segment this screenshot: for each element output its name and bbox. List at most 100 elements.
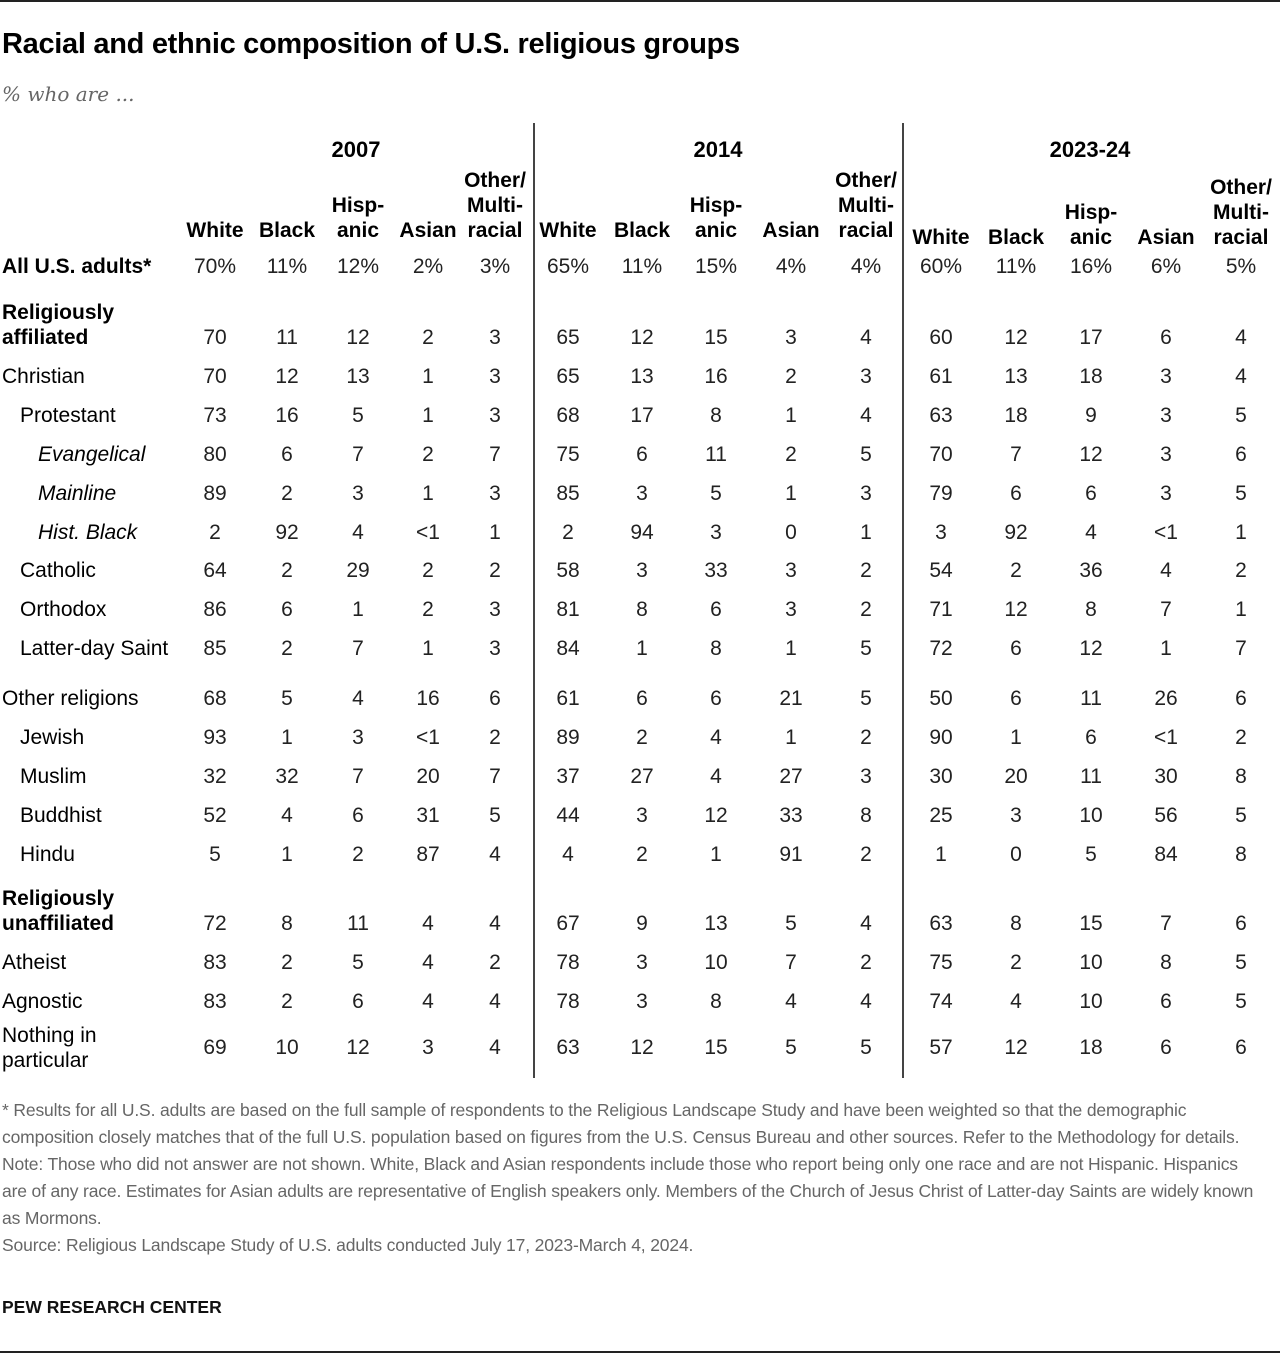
row-label: Mainline bbox=[38, 482, 117, 505]
cell-asian-2023-24: <1 bbox=[1154, 726, 1178, 749]
cell-hispanic-2007: 12% bbox=[336, 255, 380, 278]
row-label: Other religions bbox=[2, 687, 139, 710]
cell-white-2014: 58 bbox=[556, 559, 580, 582]
cell-black-2007: 8 bbox=[281, 912, 293, 935]
cell-black-2014: 3 bbox=[636, 804, 648, 827]
cell-other-multiracial-2023-24: 4 bbox=[1235, 365, 1247, 388]
cell-white-2007: 89 bbox=[203, 482, 227, 505]
column-header-hispanic-2007: Hisp-anic bbox=[322, 168, 394, 243]
cell-white-2014: 2 bbox=[562, 521, 574, 544]
cell-hispanic-2023-24: 11 bbox=[1080, 687, 1102, 710]
cell-white-2007: 69 bbox=[203, 1036, 227, 1059]
cell-white-2007: 52 bbox=[203, 804, 227, 827]
cell-white-2007: 85 bbox=[203, 637, 227, 660]
cell-white-2023-24: 75 bbox=[929, 951, 953, 974]
cell-black-2014: 6 bbox=[636, 443, 648, 466]
cell-white-2023-24: 63 bbox=[929, 912, 953, 935]
cell-asian-2007: 1 bbox=[422, 404, 434, 427]
cell-hispanic-2014: 5 bbox=[710, 482, 722, 505]
cell-white-2023-24: 70 bbox=[929, 443, 953, 466]
cell-white-2007: 70% bbox=[193, 255, 237, 278]
cell-asian-2014: 3 bbox=[785, 598, 797, 621]
cell-hispanic-2023-24: 6 bbox=[1085, 482, 1097, 505]
cell-black-2014: 11% bbox=[621, 255, 663, 278]
cell-hispanic-2007: 7 bbox=[352, 637, 364, 660]
cell-asian-2023-24: 6 bbox=[1160, 326, 1172, 349]
column-header-line bbox=[251, 193, 323, 218]
cell-asian-2007: <1 bbox=[416, 521, 440, 544]
cell-white-2014: 61 bbox=[556, 687, 580, 710]
row-label-line: particular bbox=[2, 1049, 89, 1072]
cell-white-2007: 70 bbox=[203, 326, 227, 349]
column-header-line bbox=[322, 168, 394, 193]
cell-asian-2023-24: 8 bbox=[1160, 951, 1172, 974]
cell-black-2014: 1 bbox=[636, 637, 648, 660]
cell-black-2014: 3 bbox=[636, 990, 648, 1013]
cell-hispanic-2007: 29 bbox=[346, 559, 370, 582]
cell-white-2023-24: 79 bbox=[929, 482, 953, 505]
row-label: Orthodox bbox=[20, 598, 107, 621]
cell-hispanic-2007: 7 bbox=[352, 765, 364, 788]
cell-other-multiracial-2014: 2 bbox=[860, 598, 872, 621]
cell-hispanic-2014: 12 bbox=[704, 804, 728, 827]
cell-black-2023-24: 2 bbox=[1010, 559, 1022, 582]
cell-other-multiracial-2007: 4 bbox=[489, 912, 501, 935]
cell-asian-2014: 3 bbox=[785, 326, 797, 349]
column-header-line: Other/ bbox=[835, 169, 897, 192]
cell-hispanic-2023-24: 9 bbox=[1085, 404, 1097, 427]
cell-black-2014: 8 bbox=[636, 598, 648, 621]
cell-asian-2007: 2 bbox=[422, 559, 434, 582]
cell-white-2023-24: 72 bbox=[929, 637, 953, 660]
column-header-asian-2014: Asian bbox=[755, 168, 827, 243]
cell-hispanic-2023-24: 10 bbox=[1079, 990, 1103, 1013]
row-label: All U.S. adults* bbox=[2, 255, 152, 278]
cell-white-2023-24: 30 bbox=[929, 765, 953, 788]
cell-black-2007: 4 bbox=[281, 804, 293, 827]
cell-hispanic-2023-24: 6 bbox=[1085, 726, 1097, 749]
cell-white-2007: 80 bbox=[203, 443, 227, 466]
cell-asian-2023-24: 30 bbox=[1154, 765, 1178, 788]
cell-black-2014: 2 bbox=[636, 843, 648, 866]
cell-white-2007: 68 bbox=[203, 687, 227, 710]
row-label: Religiously unaffiliated bbox=[2, 886, 114, 936]
cell-black-2007: 16 bbox=[275, 404, 299, 427]
cell-hispanic-2014: 8 bbox=[710, 990, 722, 1013]
cell-other-multiracial-2007: 3 bbox=[489, 637, 501, 660]
cell-black-2023-24: 6 bbox=[1010, 637, 1022, 660]
cell-white-2014: 65% bbox=[546, 255, 590, 278]
cell-white-2007: 70 bbox=[203, 365, 227, 388]
column-header-line: Asian bbox=[1137, 226, 1195, 249]
period-header-2023-24: 2023-24 bbox=[1049, 137, 1131, 162]
cell-hispanic-2023-24: 12 bbox=[1079, 637, 1103, 660]
cell-black-2007: 11 bbox=[276, 326, 298, 349]
cell-asian-2007: 16 bbox=[416, 687, 440, 710]
cell-other-multiracial-2014: 2 bbox=[860, 726, 872, 749]
column-header-hispanic-2014: Hisp-anic bbox=[680, 168, 752, 243]
column-header-line bbox=[251, 168, 323, 193]
cell-white-2007: 73 bbox=[203, 404, 227, 427]
row-label: Evangelical bbox=[38, 443, 146, 466]
cell-other-multiracial-2023-24: 6 bbox=[1235, 1036, 1247, 1059]
cell-other-multiracial-2014: 3 bbox=[860, 365, 872, 388]
column-header-line: Black bbox=[613, 219, 671, 242]
cell-asian-2007: 87 bbox=[416, 843, 440, 866]
cell-white-2014: 75 bbox=[556, 443, 580, 466]
cell-asian-2014: 3 bbox=[785, 559, 797, 582]
cell-other-multiracial-2023-24: 5 bbox=[1235, 804, 1247, 827]
cell-other-multiracial-2014: 2 bbox=[860, 951, 872, 974]
cell-asian-2023-24: 7 bbox=[1160, 598, 1172, 621]
cell-hispanic-2023-24: 11 bbox=[1080, 765, 1102, 788]
cell-white-2014: 67 bbox=[556, 912, 580, 935]
cell-hispanic-2014: 3 bbox=[710, 521, 722, 544]
column-header-line bbox=[1055, 175, 1127, 200]
column-header-line bbox=[392, 193, 464, 218]
column-header-line: Other/ bbox=[1210, 176, 1272, 199]
cell-white-2014: 89 bbox=[556, 726, 580, 749]
cell-black-2014: 17 bbox=[630, 404, 654, 427]
cell-other-multiracial-2007: 7 bbox=[489, 443, 501, 466]
cell-hispanic-2014: 10 bbox=[704, 951, 728, 974]
column-header-white-2023-24: White bbox=[905, 175, 977, 250]
row-label-line: Religiously bbox=[2, 301, 115, 324]
column-header-line: Hisp- bbox=[331, 194, 385, 217]
cell-hispanic-2023-24: 10 bbox=[1079, 951, 1103, 974]
